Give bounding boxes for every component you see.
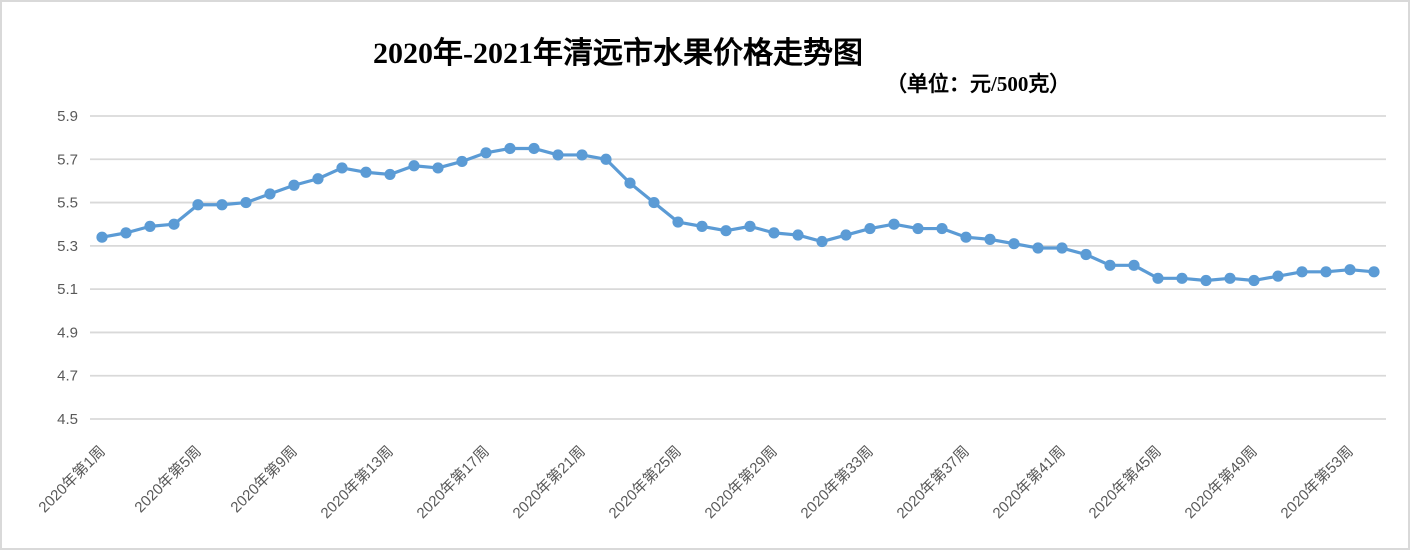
data-point <box>336 162 348 174</box>
chart-unit-label: （单位：元/500克） <box>886 72 1071 96</box>
data-point <box>1008 238 1020 250</box>
data-point <box>408 160 420 172</box>
y-tick-label: 4.9 <box>57 324 78 341</box>
data-point <box>1176 272 1188 284</box>
y-tick-label: 5.5 <box>57 195 78 212</box>
y-axis-labels: 4.5 4.7 4.9 5.1 5.3 5.5 5.7 5.9 <box>57 108 78 428</box>
data-point <box>1104 259 1116 271</box>
data-point <box>264 188 276 200</box>
data-point <box>600 153 612 165</box>
data-point <box>120 227 132 239</box>
data-point <box>960 231 972 243</box>
y-tick-label: 5.9 <box>57 108 78 125</box>
data-point <box>528 142 540 155</box>
data-point <box>552 149 564 161</box>
x-tick-label: 2020年第17周 <box>413 442 493 522</box>
data-point <box>216 199 228 211</box>
data-point <box>648 196 660 209</box>
x-tick-label: 2020年第1周 <box>35 442 109 516</box>
data-point <box>1056 242 1068 254</box>
y-tick-label: 4.7 <box>57 368 78 385</box>
data-point <box>1248 274 1260 287</box>
data-point <box>816 235 828 248</box>
data-point <box>744 220 756 232</box>
data-points <box>96 142 1380 287</box>
x-tick-label: 2020年第29周 <box>701 442 781 522</box>
x-tick-label: 2020年第33周 <box>797 442 877 522</box>
data-point <box>624 177 636 189</box>
data-point <box>1368 266 1380 278</box>
data-point <box>1224 272 1236 284</box>
x-tick-label: 2020年第45周 <box>1085 442 1165 522</box>
data-point <box>1344 264 1356 276</box>
x-tick-label: 2020年第9周 <box>227 442 301 516</box>
data-point <box>912 222 924 235</box>
data-point <box>240 196 252 209</box>
data-point <box>984 233 996 245</box>
data-point <box>1080 248 1092 261</box>
data-point <box>1200 274 1212 287</box>
data-point <box>504 142 516 155</box>
data-point <box>696 220 708 232</box>
price-line <box>100 146 1376 283</box>
x-tick-label: 2020年第5周 <box>131 442 205 516</box>
x-tick-label: 2020年第49周 <box>1181 442 1261 522</box>
y-tick-label: 5.3 <box>57 238 78 255</box>
x-tick-label: 2020年第37周 <box>893 442 973 522</box>
data-point <box>384 168 396 181</box>
data-point <box>168 218 180 230</box>
data-point <box>792 229 804 241</box>
data-point <box>1296 266 1308 278</box>
data-point <box>144 220 156 232</box>
data-point <box>768 227 780 239</box>
x-tick-label: 2020年第53周 <box>1277 442 1357 522</box>
data-point <box>576 149 588 161</box>
x-axis-labels: 2020年第1周 2020年第5周 2020年第9周 2020年第13周 2020年第1… <box>35 442 1357 522</box>
x-tick-label: 2020年第41周 <box>989 442 1069 522</box>
y-tick-label: 5.1 <box>57 281 78 298</box>
y-tick-label: 5.7 <box>57 151 78 168</box>
y-tick-label: 4.5 <box>57 411 78 428</box>
data-point <box>720 225 732 237</box>
data-point <box>1272 270 1284 282</box>
gridlines <box>90 115 1386 420</box>
data-point <box>1128 259 1140 271</box>
data-point <box>936 222 948 235</box>
data-point <box>480 147 492 159</box>
x-tick-label: 2020年第25周 <box>605 442 685 522</box>
data-point <box>1320 266 1332 278</box>
data-point <box>1032 242 1044 254</box>
x-tick-label: 2020年第21周 <box>509 442 589 522</box>
line-series <box>100 146 1376 283</box>
data-point <box>360 166 372 178</box>
data-point <box>672 216 684 228</box>
data-point <box>1152 272 1164 284</box>
data-point <box>96 231 108 243</box>
chart-title: 2020年-2021年清远市水果价格走势图 <box>373 37 863 70</box>
x-tick-label: 2020年第13周 <box>317 442 397 522</box>
data-point <box>864 222 876 235</box>
data-point <box>192 199 204 211</box>
data-point <box>840 229 852 241</box>
data-point <box>456 155 468 168</box>
data-point <box>888 218 900 230</box>
data-point <box>432 162 444 174</box>
data-point <box>288 179 300 191</box>
data-point <box>312 173 324 185</box>
